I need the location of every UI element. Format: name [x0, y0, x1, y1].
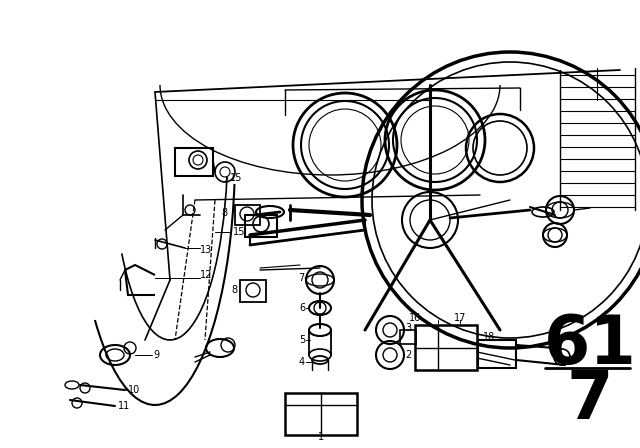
Bar [245, 215, 277, 237]
Bar [400, 330, 416, 344]
Text: 8: 8 [232, 285, 238, 295]
Bar [415, 325, 477, 370]
Text: 15: 15 [230, 173, 243, 183]
Text: 10: 10 [128, 385, 140, 395]
Text: 1: 1 [318, 432, 324, 442]
Text: 3: 3 [405, 323, 411, 333]
Text: 7: 7 [567, 367, 613, 433]
Text: 8: 8 [222, 208, 228, 218]
Text: 9: 9 [153, 350, 159, 360]
Text: 16: 16 [409, 313, 421, 323]
Text: 6: 6 [299, 303, 305, 313]
Text: 15: 15 [233, 227, 245, 237]
Bar [175, 148, 213, 176]
Bar [478, 340, 516, 368]
Text: 5: 5 [299, 335, 305, 345]
Text: 13: 13 [200, 245, 212, 255]
Bar [285, 393, 357, 435]
Text: 18: 18 [483, 332, 495, 342]
Bar [235, 205, 260, 225]
Text: 11: 11 [118, 401, 131, 411]
Text: 2: 2 [405, 350, 412, 360]
Text: 12: 12 [200, 270, 212, 280]
Bar [240, 280, 266, 302]
Text: 17: 17 [454, 313, 466, 323]
Text: 61: 61 [543, 312, 636, 378]
Text: 7: 7 [298, 273, 304, 283]
Text: 4: 4 [299, 357, 305, 367]
